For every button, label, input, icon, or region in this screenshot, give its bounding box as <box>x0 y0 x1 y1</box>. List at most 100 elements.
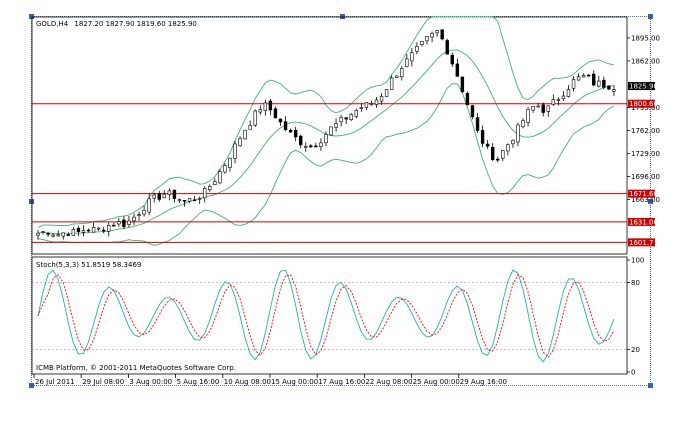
candle-body <box>101 229 106 232</box>
candle-body <box>122 219 126 227</box>
candle-body <box>480 130 485 144</box>
candle-body <box>465 93 470 106</box>
candle-body <box>81 230 86 233</box>
candlesticks <box>36 29 616 240</box>
resize-handle-mid-right[interactable] <box>648 199 653 204</box>
resize-handle-bottom-left[interactable] <box>29 383 34 388</box>
resize-handle-bottom-right[interactable] <box>648 383 653 388</box>
stoch-pane-border <box>31 256 628 375</box>
level-tag-label: 1671.60 <box>629 190 658 198</box>
candle-body <box>455 63 460 77</box>
copyright-text: ICMB Platform, © 2001-2011 MetaQuotes So… <box>36 364 236 372</box>
symbol-info: GOLD,H4 1827.20 1827.90 1819.60 1825.90 <box>36 20 197 28</box>
candle-body <box>147 198 151 213</box>
candle-body <box>395 75 399 78</box>
candle-body <box>187 198 192 202</box>
candle-body <box>71 229 76 236</box>
candle-body <box>162 193 167 199</box>
resize-handle-top-left[interactable] <box>29 14 34 19</box>
candle-body <box>304 145 308 148</box>
candle-body <box>374 99 379 105</box>
candle-body <box>586 74 591 77</box>
candle-body <box>334 123 338 128</box>
candle-body <box>319 142 323 147</box>
price-tick-label: 1895.00 <box>631 34 660 42</box>
candle-body <box>167 190 172 195</box>
candle-body <box>213 181 217 185</box>
candle-body <box>107 224 111 232</box>
candle-body <box>435 30 439 34</box>
stoch-axis: 100 80 20 0 <box>627 257 644 377</box>
candle-body <box>379 96 384 102</box>
candle-body <box>258 109 262 113</box>
candle-body <box>46 233 50 235</box>
candle-body <box>541 104 545 113</box>
time-tick-label: 22 Aug 08:00 <box>365 378 412 386</box>
candle-body <box>496 158 500 161</box>
bollinger-bands <box>37 16 615 246</box>
level-tag <box>628 189 655 198</box>
candle-body <box>132 216 136 222</box>
candle-body <box>470 105 475 118</box>
stochastic-lines <box>32 269 627 363</box>
candle-body <box>238 138 242 146</box>
candle-body <box>369 103 374 105</box>
candle-body <box>293 129 298 138</box>
candle-body <box>86 229 91 232</box>
current-price-tag <box>628 82 655 91</box>
candle-body <box>243 129 247 140</box>
level-tag-label: 1800.60 <box>629 100 658 108</box>
candle-body <box>66 234 71 236</box>
candle-body <box>400 68 404 78</box>
upper-band <box>37 16 614 229</box>
candle-body <box>571 79 576 89</box>
stoch-tick-label: 100 <box>631 257 644 265</box>
lower-band <box>37 83 615 246</box>
time-tick-label: 26 Jul 2011 <box>35 378 75 386</box>
time-tick-label: 15 Aug 00:00 <box>271 378 318 386</box>
resize-handle-mid-left[interactable] <box>29 199 34 204</box>
candle-body <box>127 220 131 225</box>
candle-body <box>597 80 601 87</box>
stoch-signal-line <box>37 274 615 358</box>
resize-handle-top-right[interactable] <box>648 14 653 19</box>
level-tag-label: 1631.00 <box>629 218 658 226</box>
candle-body <box>546 105 550 112</box>
candle-body <box>309 145 313 148</box>
candle-body <box>612 89 616 92</box>
candle-body <box>248 124 252 130</box>
candle-body <box>349 114 353 120</box>
candle-body <box>556 99 561 101</box>
candle-body <box>511 140 515 145</box>
candle-body <box>314 145 318 148</box>
level-tag <box>628 217 655 226</box>
candle-body <box>602 79 606 88</box>
candle-body <box>384 89 389 97</box>
level-tag <box>628 238 655 247</box>
candle-body <box>91 227 96 233</box>
candle-body <box>526 109 530 123</box>
time-tick-label: 3 Aug 00:00 <box>129 378 172 386</box>
candle-body <box>192 199 197 202</box>
candle-body <box>203 188 207 199</box>
stoch-tick-label: 0 <box>631 369 635 377</box>
time-tick-label: 5 Aug 16:00 <box>177 378 220 386</box>
candle-body <box>223 165 227 173</box>
stoch-label: Stoch(5,3,3) 51.8519 58.3469 <box>36 261 141 269</box>
candle-body <box>329 126 333 136</box>
candle-body <box>566 89 571 97</box>
candle-body <box>430 32 434 38</box>
resize-handle-mid-top[interactable] <box>340 14 345 19</box>
candle-body <box>561 95 566 99</box>
time-tick-label: 25 Aug 00:00 <box>413 378 460 386</box>
candle-body <box>490 147 495 160</box>
candle-body <box>278 118 283 123</box>
candle-body <box>501 150 505 159</box>
candle-body <box>197 197 202 200</box>
candle-body <box>551 99 556 105</box>
candle-body <box>440 29 444 40</box>
candle-body <box>344 117 348 120</box>
time-tick-label: 17 Aug 16:00 <box>318 378 365 386</box>
candle-body <box>485 143 490 147</box>
